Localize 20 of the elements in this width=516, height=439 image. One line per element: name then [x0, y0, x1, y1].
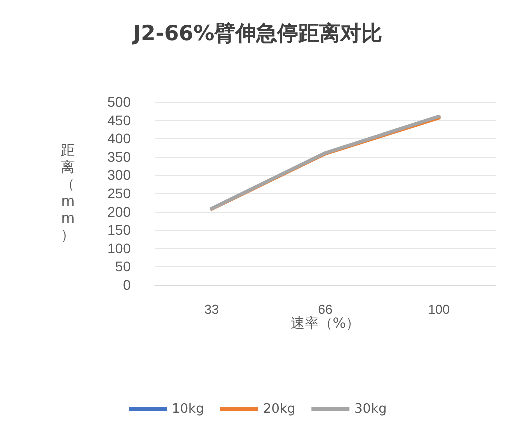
y-tick-label: 200	[108, 204, 132, 220]
legend-label: 20kg	[263, 402, 296, 417]
x-tick-label: 100	[428, 302, 450, 317]
legend-label: 30kg	[354, 402, 387, 417]
y-tick-label: 350	[108, 148, 132, 165]
x-tick-label: 33	[204, 302, 220, 317]
y-tick-label: 450	[108, 112, 132, 128]
x-axis-title: 速率（%）	[290, 316, 360, 332]
legend-label: 10kg	[172, 402, 204, 417]
y-tick-label: 150	[108, 222, 132, 238]
y-tick-label: 100	[108, 240, 132, 256]
y-tick-label: 500	[108, 94, 132, 110]
x-tick-label: 66	[318, 302, 333, 317]
chart-title: J2-66%臂伸急停距离对比	[131, 22, 383, 46]
y-tick-label: 250	[108, 186, 132, 202]
y-tick-label: 50	[115, 258, 132, 275]
y-axis-title: 距离（mm）	[61, 143, 75, 244]
y-tick-label: 400	[108, 130, 132, 147]
y-tick-label: 300	[108, 167, 132, 184]
y-tick-label: 0	[123, 277, 132, 293]
